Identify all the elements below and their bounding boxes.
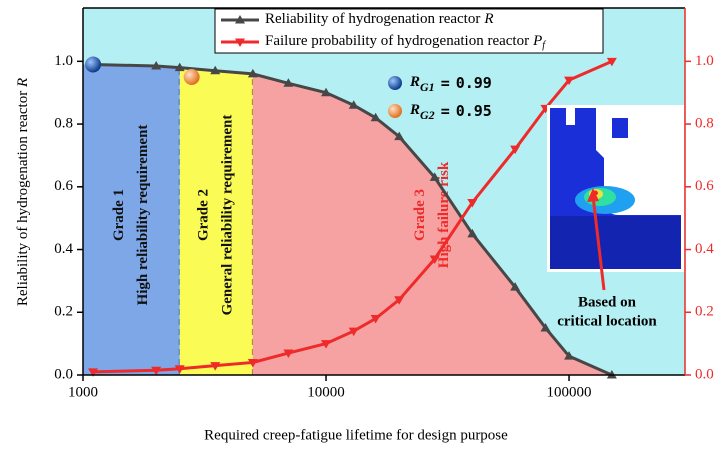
highlight-subscript: G2 — [420, 108, 435, 122]
region — [83, 64, 180, 375]
y2-tick-label: 1.0 — [695, 53, 714, 69]
legend-symbol: R — [483, 11, 493, 27]
x-tick-label: 10000 — [307, 384, 345, 400]
y2-tick-label: 0.0 — [695, 366, 714, 382]
highlight-subscript: G1 — [420, 80, 435, 94]
y-axis-label: Reliability of hydrogenation reactor R — [15, 78, 31, 306]
y-tick-label: 0.2 — [54, 304, 73, 320]
inset-part — [612, 118, 628, 138]
y-axis-label-text: Reliability of hydrogenation reactor — [15, 91, 31, 306]
x-tick-label: 100000 — [547, 384, 592, 400]
y-tick-label: 0.4 — [54, 241, 73, 257]
highlight-symbol: R — [409, 74, 420, 90]
region — [180, 68, 253, 375]
inset-cutout — [566, 108, 575, 125]
legend-symbol: P — [532, 33, 542, 49]
region-sublabel: High reliability requirement — [135, 125, 151, 306]
region-label: Grade 2 — [196, 189, 212, 241]
y-tick-label: 0.0 — [54, 366, 73, 382]
legend-name: Failure probability of hydrogenation rea… — [265, 33, 529, 49]
y2-tick-label: 0.8 — [695, 115, 714, 131]
legend-name: Reliability of hydrogenation reactor — [265, 11, 480, 27]
y-axis-label-symbol: R — [15, 78, 31, 88]
highlight-legend-icon — [388, 76, 402, 90]
x-tick-label: 1000 — [68, 384, 98, 400]
y-tick-label: 1.0 — [54, 53, 73, 69]
highlight-value: 0.99 — [456, 74, 492, 92]
inset-note: critical location — [557, 313, 657, 329]
y2-tick-label: 0.2 — [695, 304, 714, 320]
region-sublabel: General reliability requirement — [220, 115, 236, 316]
region-label: Grade 1 — [111, 189, 127, 241]
highlight-relation: = — [441, 102, 450, 120]
highlight-relation: = — [441, 74, 450, 92]
highlight-point — [85, 56, 101, 72]
y-tick-label: 0.8 — [54, 115, 73, 131]
highlight-value: 0.95 — [456, 102, 492, 120]
x-axis-label: Required creep-fatigue lifetime for desi… — [204, 427, 508, 443]
region-label: Grade 3 — [412, 189, 428, 241]
chart: Grade 1 High reliability requirement Grade… — [0, 0, 716, 451]
inset-part — [550, 216, 681, 269]
inset-note: Based on — [578, 294, 637, 310]
highlight-symbol: R — [409, 102, 420, 118]
y2-tick-label: 0.6 — [695, 178, 714, 194]
legend-label: Failure probability of hydrogenation rea… — [265, 33, 546, 51]
y2-tick-label: 0.4 — [695, 241, 714, 257]
highlight-point — [184, 69, 200, 85]
y-tick-label: 0.6 — [54, 178, 73, 194]
highlight-legend-icon — [388, 104, 402, 118]
